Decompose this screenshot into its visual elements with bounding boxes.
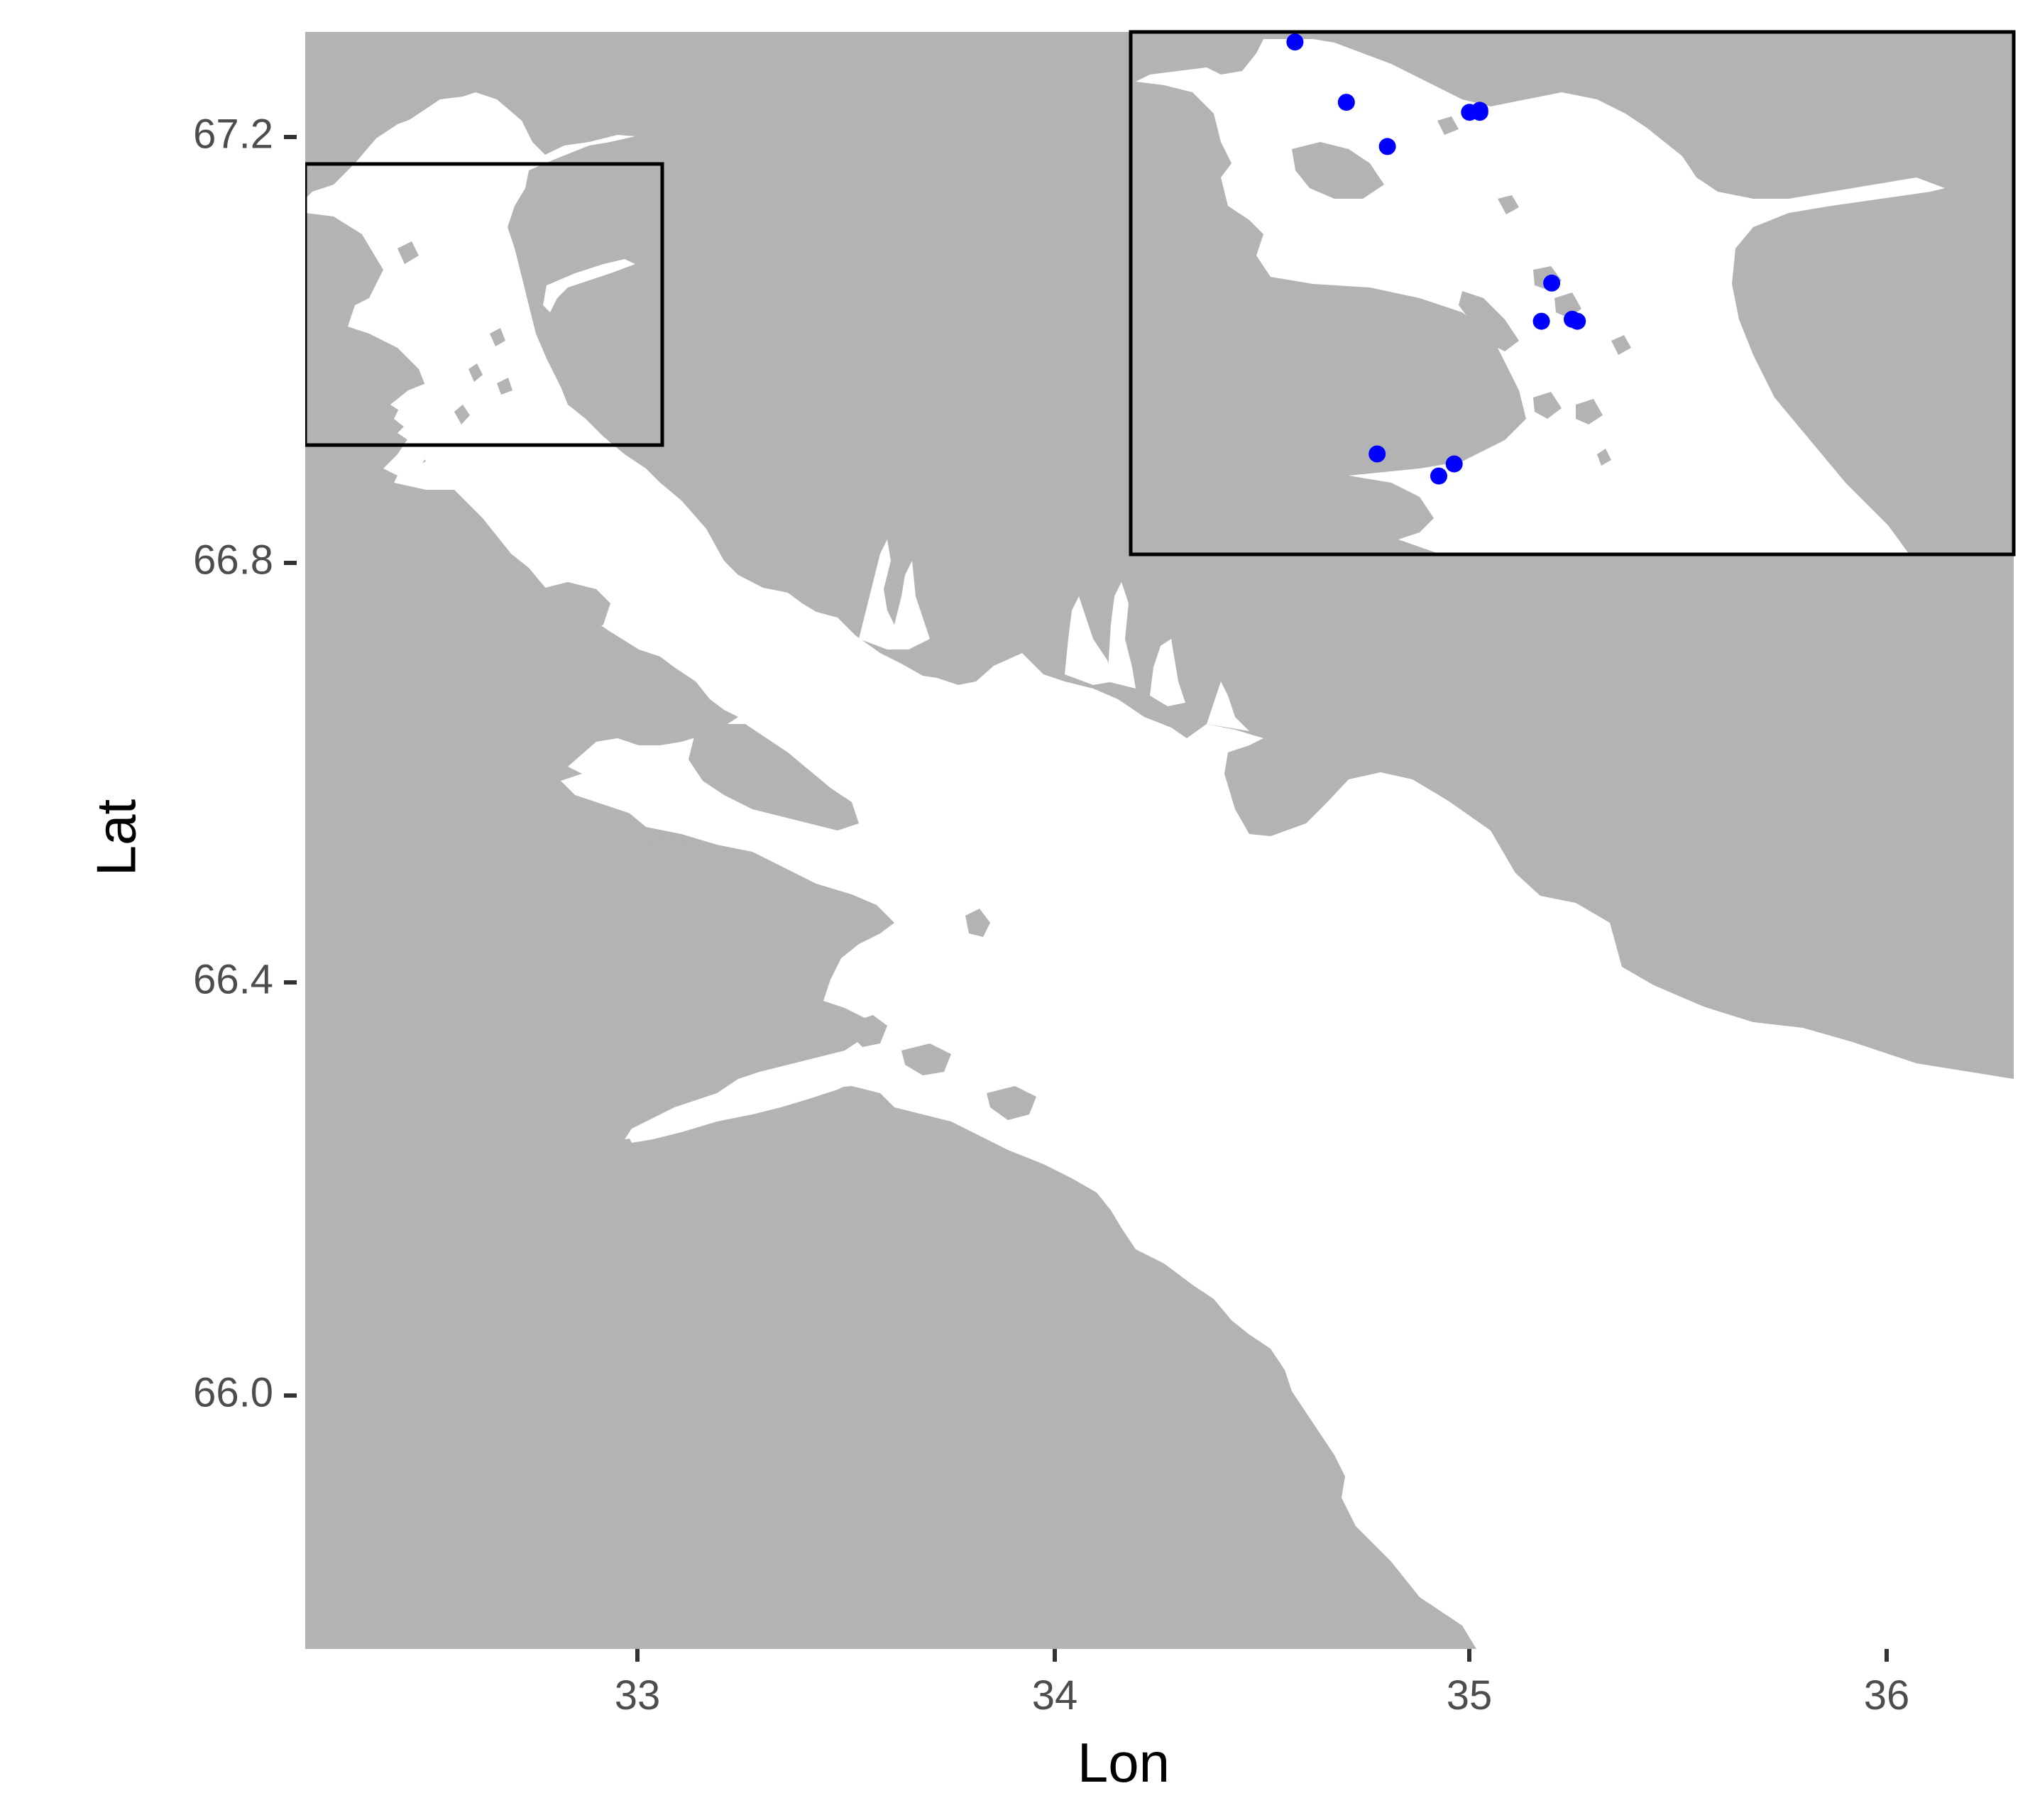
sample-point (1471, 102, 1488, 119)
sample-point (1543, 274, 1561, 292)
x-tick-label: 34 (1032, 1672, 1078, 1718)
x-tick-label: 35 (1447, 1672, 1493, 1718)
y-axis-title: Lat (85, 799, 148, 876)
y-axis: 67.2 66.8 66.4 66.0 Lat (85, 111, 297, 1415)
sea-water-north-arm (305, 92, 539, 476)
y-tick-label: 67.2 (193, 111, 273, 157)
inset-map (1131, 32, 2014, 554)
x-tick-label: 36 (1864, 1672, 1910, 1718)
sample-point (1532, 312, 1550, 330)
inset-frame (1129, 30, 2016, 557)
y-tick-label: 66.4 (193, 956, 273, 1002)
sample-point (1337, 94, 1355, 111)
sea-water-south-inlet (628, 1075, 859, 1143)
inset-region-box (305, 162, 664, 447)
sea-water-ne-finger (543, 259, 635, 312)
sample-point (1569, 312, 1586, 330)
islands (397, 241, 1420, 1640)
sea-water-sw-inlet (561, 774, 852, 862)
sample-point (1445, 455, 1463, 473)
sample-point (1430, 467, 1447, 485)
inset-points-layer (1286, 33, 1586, 485)
sea-water (344, 96, 2014, 1649)
x-axis-title: Lon (1077, 1731, 1170, 1794)
x-axis: 33 34 35 36 Lon (615, 1649, 1910, 1794)
sample-point (1286, 33, 1304, 51)
inset-islands (1292, 116, 1631, 466)
x-tick-label: 33 (615, 1672, 661, 1718)
sample-point (1368, 445, 1386, 463)
sea-water-fjords (859, 539, 1249, 731)
y-tick-label: 66.8 (193, 537, 273, 583)
sample-point (1378, 138, 1396, 155)
y-tick-label: 66.0 (193, 1369, 273, 1415)
